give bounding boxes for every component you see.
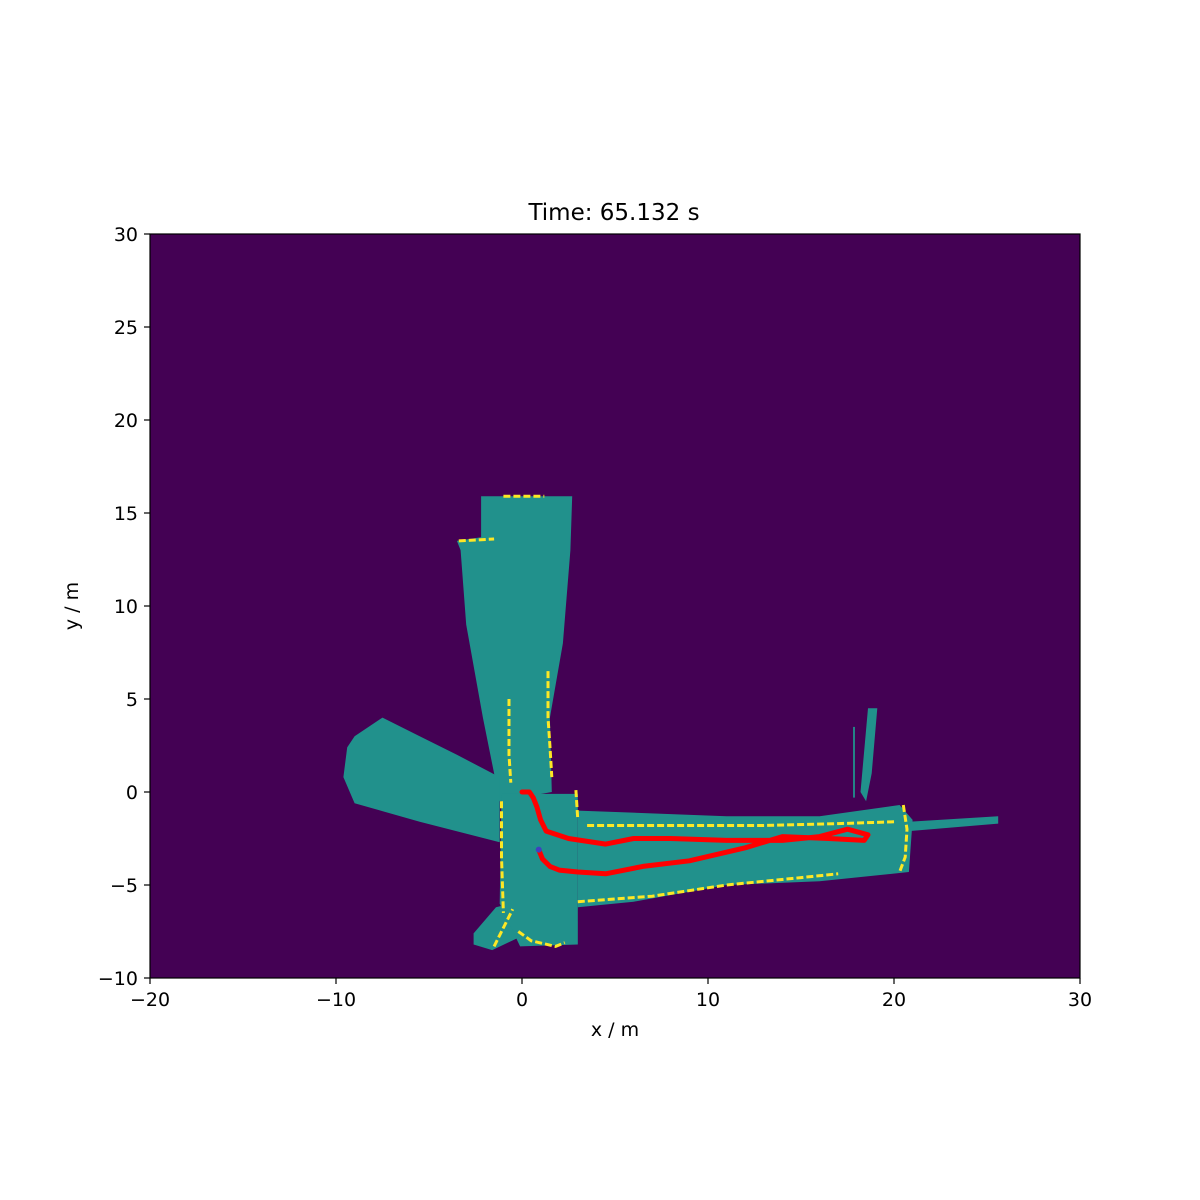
x-tick-label: −20 xyxy=(130,989,170,1011)
y-tick-label: 25 xyxy=(114,317,138,339)
occupied-south-left-wall xyxy=(492,908,515,948)
occupied-east-end-wall xyxy=(898,804,909,873)
free-region-north-east-ray xyxy=(860,708,878,802)
x-tick-label: −10 xyxy=(316,989,356,1011)
y-tick-label: −5 xyxy=(110,875,138,897)
free-region-north-east-ray-2 xyxy=(853,726,855,798)
chart-title: Time: 65.132 s xyxy=(527,200,699,226)
y-tick-label: 30 xyxy=(114,224,138,246)
occupied-junction-left-wall xyxy=(500,801,505,913)
free-region-north-corridor xyxy=(456,496,573,802)
x-tick-label: 0 xyxy=(516,989,528,1011)
robot-trajectory-line xyxy=(519,789,871,877)
y-axis-label: y / m xyxy=(61,582,83,630)
x-axis-ticks: −20 −10 0 10 20 30 xyxy=(130,978,1092,1011)
x-tick-label: 30 xyxy=(1068,989,1092,1011)
x-tick-label: 10 xyxy=(696,989,720,1011)
occupied-east-top-wall xyxy=(587,820,895,827)
occupied-north-wall-left-upper xyxy=(458,537,495,543)
free-region-central-junction xyxy=(499,793,578,947)
x-axis-label: x / m xyxy=(591,1019,639,1041)
y-tick-label: 20 xyxy=(114,410,138,432)
free-region-east-corridor xyxy=(577,805,913,908)
occupied-south-wall xyxy=(517,930,566,948)
free-space-layer xyxy=(343,496,999,951)
y-tick-label: 15 xyxy=(114,503,138,525)
trajectory-end-marker xyxy=(535,846,542,853)
y-axis-ticks: −10 −5 0 5 10 15 20 25 30 xyxy=(98,224,150,990)
y-tick-label: 5 xyxy=(126,689,138,711)
occupied-north-inner-wall-2 xyxy=(507,699,513,783)
free-region-west-wedge xyxy=(343,717,500,843)
x-tick-label: 20 xyxy=(882,989,906,1011)
y-tick-label: −10 xyxy=(98,968,138,990)
trajectory-layer xyxy=(519,789,871,877)
y-tick-label: 0 xyxy=(126,782,138,804)
plot-area xyxy=(149,233,1081,979)
occupied-junction-right-wall xyxy=(574,790,580,820)
occupied-cells-layer xyxy=(458,494,909,948)
free-region-east-beam xyxy=(908,816,999,832)
occupied-north-inner-wall xyxy=(546,671,554,778)
y-tick-label: 10 xyxy=(114,596,138,618)
